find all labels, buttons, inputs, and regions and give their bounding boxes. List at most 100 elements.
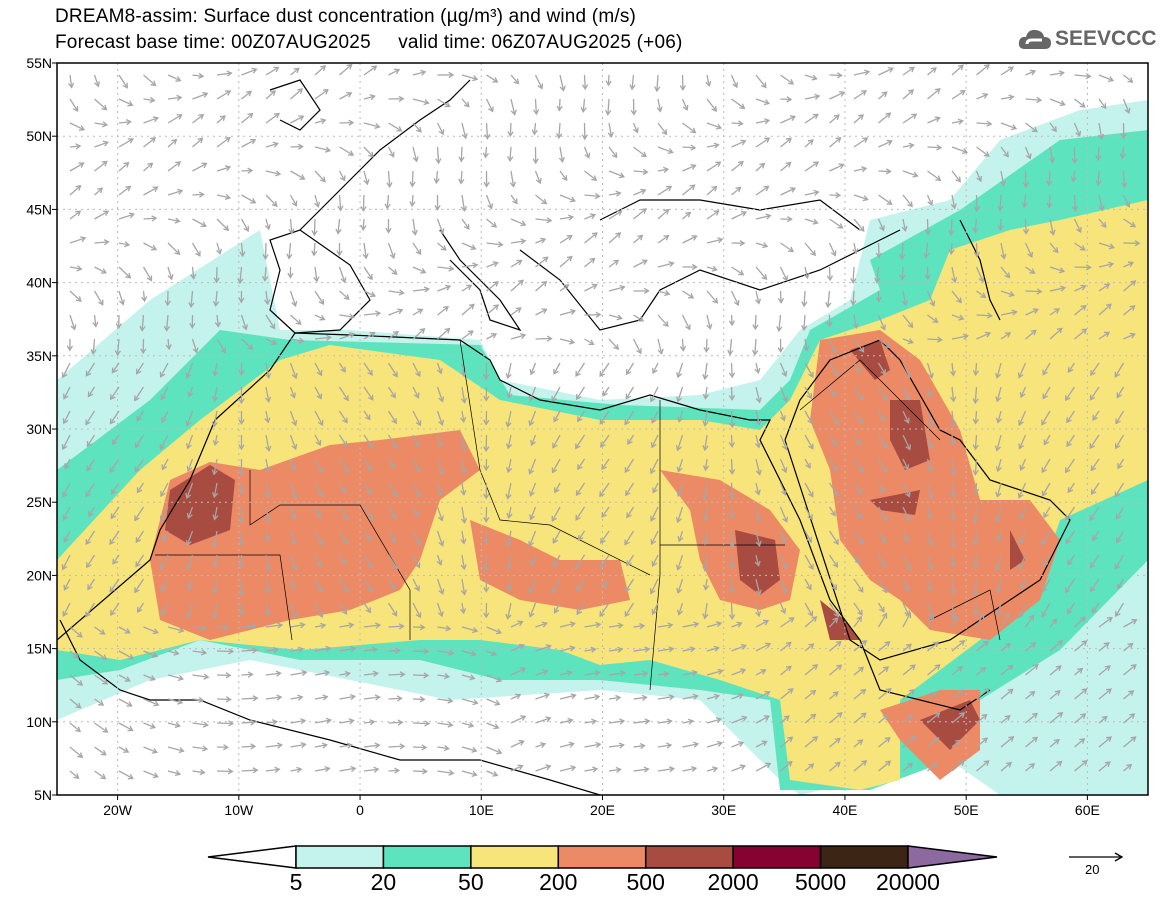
wind-arrow bbox=[728, 530, 736, 549]
wind-arrow bbox=[239, 242, 246, 258]
wind-arrow bbox=[706, 740, 724, 748]
wind-arrow bbox=[510, 739, 525, 748]
wind-arrow bbox=[264, 386, 272, 403]
wind-arrow bbox=[387, 482, 398, 498]
wind-arrow bbox=[535, 742, 547, 748]
wind-arrow bbox=[61, 362, 71, 379]
wind-arrow bbox=[976, 737, 989, 748]
wind-arrow bbox=[731, 668, 747, 676]
wind-arrow bbox=[682, 290, 695, 299]
lat-label: 30N bbox=[26, 421, 52, 437]
wind-arrow bbox=[165, 338, 172, 351]
wind-arrow bbox=[192, 91, 209, 100]
wind-arrow bbox=[216, 90, 232, 100]
wind-arrow bbox=[976, 667, 987, 676]
wind-arrow bbox=[338, 530, 349, 545]
wind-arrow bbox=[110, 482, 120, 495]
wind-arrow bbox=[755, 410, 762, 426]
wind-arrow bbox=[972, 602, 980, 616]
wind-arrow bbox=[853, 69, 871, 76]
wind-arrow bbox=[657, 290, 671, 297]
wind-arrow bbox=[755, 162, 766, 172]
lat-label: 15N bbox=[26, 641, 52, 657]
wind-arrow bbox=[264, 410, 271, 424]
wind-arrow bbox=[976, 760, 990, 772]
wind-arrow bbox=[902, 482, 911, 498]
wind-arrow bbox=[853, 434, 862, 446]
wind-arrow bbox=[510, 764, 524, 772]
wind-arrow bbox=[241, 695, 259, 702]
wind-arrow bbox=[1098, 218, 1107, 228]
wind-arrow bbox=[314, 170, 326, 183]
wind-arrow bbox=[69, 143, 82, 150]
wind-arrow bbox=[677, 530, 684, 543]
lat-label: 40N bbox=[26, 275, 52, 291]
wind-arrow bbox=[902, 689, 915, 700]
lon-label: 10E bbox=[469, 802, 494, 818]
wind-arrow bbox=[264, 482, 271, 498]
wind-arrow bbox=[1025, 642, 1037, 652]
wind-arrow bbox=[388, 719, 404, 726]
wind-arrow bbox=[506, 506, 513, 519]
wind-arrow bbox=[1064, 386, 1076, 402]
wind-arrow bbox=[339, 645, 357, 653]
wind-arrow bbox=[461, 698, 479, 706]
wind-arrow bbox=[265, 766, 281, 773]
wind-arrow bbox=[510, 620, 524, 628]
wind-arrow bbox=[505, 482, 512, 500]
wind-arrow bbox=[287, 266, 294, 279]
wind-arrow bbox=[829, 136, 842, 148]
wind-arrow bbox=[289, 362, 298, 380]
wind-arrow bbox=[976, 92, 989, 100]
wind-arrow bbox=[1046, 194, 1053, 209]
wind-arrow bbox=[314, 334, 332, 341]
wind-arrow bbox=[755, 137, 771, 148]
wind-arrow bbox=[682, 235, 698, 244]
wind-arrow bbox=[804, 554, 814, 570]
wind-arrow bbox=[437, 649, 455, 656]
coastlines bbox=[57, 79, 1071, 795]
wind-arrow bbox=[187, 578, 194, 591]
wind-arrow bbox=[437, 744, 450, 752]
wind-arrow bbox=[804, 482, 814, 498]
wind-arrow bbox=[608, 284, 626, 292]
wind-arrow bbox=[580, 98, 587, 114]
wind-arrow bbox=[779, 410, 786, 422]
wind-arrow bbox=[556, 98, 563, 112]
wind-arrow bbox=[755, 213, 772, 220]
wind-arrow bbox=[1000, 122, 1018, 131]
wind-arrow bbox=[950, 458, 957, 476]
wind-arrow bbox=[338, 434, 348, 447]
wind-arrow bbox=[143, 722, 157, 730]
wind-arrow bbox=[388, 266, 398, 275]
wind-arrow bbox=[61, 434, 71, 451]
wind-arrow bbox=[951, 290, 962, 304]
wind-arrow bbox=[1000, 664, 1014, 676]
wind-arrow bbox=[828, 482, 839, 498]
wind-arrow bbox=[780, 96, 793, 103]
colorbar-swatch bbox=[819, 845, 909, 869]
wind-arrow bbox=[459, 602, 467, 615]
wind-arrow bbox=[87, 386, 96, 398]
wind-arrow bbox=[949, 434, 956, 447]
wind-arrow bbox=[535, 669, 549, 676]
wind-arrow bbox=[853, 114, 864, 124]
wind-arrow bbox=[241, 623, 258, 630]
wind-arrow bbox=[625, 482, 635, 497]
wind-arrow bbox=[702, 506, 709, 522]
wind-arrow bbox=[486, 241, 504, 248]
wind-arrow bbox=[875, 290, 882, 303]
wind-arrow bbox=[853, 338, 865, 353]
wind-arrow bbox=[584, 232, 598, 244]
wind-arrow bbox=[134, 578, 145, 594]
wind-arrow bbox=[608, 646, 624, 653]
wind-arrow bbox=[533, 98, 540, 116]
wind-arrow bbox=[951, 333, 969, 340]
wind-arrow bbox=[706, 621, 723, 628]
wind-arrow bbox=[387, 602, 398, 617]
wind-arrow bbox=[600, 434, 610, 448]
wind-arrow bbox=[118, 161, 130, 172]
wind-arrow bbox=[633, 259, 648, 268]
wind-arrow bbox=[652, 362, 659, 375]
wind-arrow bbox=[1000, 332, 1012, 340]
